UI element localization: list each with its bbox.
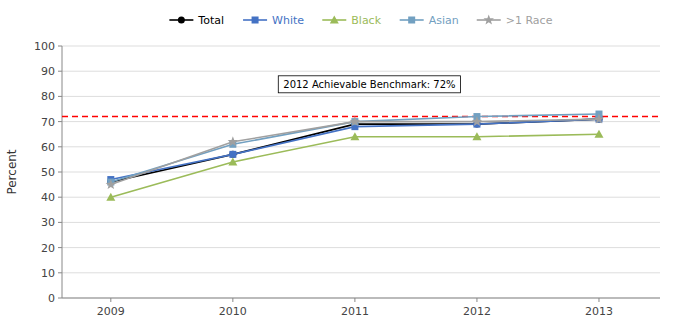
x-axis: 2009 2010 2011 2012 2013 <box>62 298 660 318</box>
legend-swatch-marker <box>178 17 185 24</box>
y-tick <box>58 298 62 299</box>
legend-swatch-marker <box>408 17 415 24</box>
series-marker <box>594 114 604 124</box>
series-marker <box>229 151 236 158</box>
series-line <box>111 119 599 182</box>
x-tick-label: 2013 <box>585 305 613 318</box>
grid-line <box>62 272 660 273</box>
y-tick <box>58 247 62 248</box>
legend-label: Asian <box>429 14 459 27</box>
series-marker <box>106 179 116 189</box>
y-tick <box>58 146 62 147</box>
y-tick-label: 60 <box>41 141 55 154</box>
legend-item: >1 Race <box>477 14 553 27</box>
legend-swatch-marker <box>252 17 259 24</box>
series <box>106 130 603 201</box>
series-marker <box>472 116 482 126</box>
grid-line <box>62 46 660 47</box>
series <box>107 116 602 183</box>
y-tick <box>58 172 62 173</box>
grid-line <box>62 197 660 198</box>
y-tick <box>58 197 62 198</box>
series <box>107 116 602 186</box>
y-tick-label: 80 <box>41 90 55 103</box>
annotation-text: 2012 Achievable Benchmark: 72% <box>283 79 455 90</box>
grid-line <box>62 96 660 97</box>
series-line <box>111 119 599 185</box>
series-marker <box>350 116 360 126</box>
legend-swatch-marker <box>483 15 493 25</box>
y-tick-label: 10 <box>41 267 55 280</box>
grid-line <box>62 298 660 299</box>
legend-item: White <box>243 14 304 27</box>
y-tick-label: 50 <box>41 166 55 179</box>
legend: Total White Black Asian >1 Race <box>169 14 552 27</box>
annotation-box <box>278 76 460 93</box>
series-marker <box>228 136 238 146</box>
y-tick <box>58 121 62 122</box>
grid-line <box>62 71 660 72</box>
series <box>107 111 602 186</box>
legend-label: >1 Race <box>506 14 553 27</box>
x-tick-label: 2012 <box>463 305 491 318</box>
series-marker <box>229 151 236 158</box>
plot-area <box>62 111 660 201</box>
y-tick <box>58 96 62 97</box>
grid-line <box>62 247 660 248</box>
y-tick-label: 100 <box>34 40 55 53</box>
series-line <box>111 134 599 197</box>
series-line <box>111 119 599 179</box>
legend-item: Total <box>169 14 224 27</box>
y-axis: 0 10 20 30 40 50 60 70 80 90 100 <box>34 40 660 305</box>
y-tick <box>58 71 62 72</box>
y-tick-label: 40 <box>41 191 55 204</box>
series-marker <box>106 193 115 201</box>
y-tick-label: 70 <box>41 116 55 129</box>
legend-item: Black <box>322 14 381 27</box>
y-tick-label: 0 <box>48 292 55 305</box>
y-tick <box>58 222 62 223</box>
x-tick <box>476 298 477 302</box>
y-tick-label: 20 <box>41 242 55 255</box>
x-tick-label: 2010 <box>219 305 247 318</box>
y-tick-label: 30 <box>41 216 55 229</box>
reference-line <box>62 116 660 117</box>
y-axis-label: Percent <box>5 149 19 194</box>
x-tick <box>598 298 599 302</box>
series-marker <box>594 130 603 138</box>
y-tick <box>58 46 62 47</box>
series-marker <box>228 157 237 165</box>
x-axis-line <box>62 298 660 299</box>
x-tick <box>354 298 355 302</box>
x-tick-label: 2011 <box>341 305 369 318</box>
x-tick <box>110 298 111 302</box>
legend-label: Total <box>197 14 224 27</box>
series-marker <box>350 132 359 140</box>
series-line <box>111 114 599 182</box>
series <box>106 114 605 189</box>
legend-label: White <box>272 14 304 27</box>
legend-item: Asian <box>400 14 459 27</box>
chart: 0102030405060708090100200920102011201220… <box>0 0 676 331</box>
series-marker <box>472 132 481 140</box>
x-tick-label: 2009 <box>97 305 125 318</box>
y-tick <box>58 272 62 273</box>
y-tick-label: 90 <box>41 65 55 78</box>
legend-label: Black <box>351 14 381 27</box>
grid-line <box>62 222 660 223</box>
annotation: 2012 Achievable Benchmark: 72% <box>278 76 460 93</box>
y-axis-line <box>62 46 63 298</box>
x-tick <box>232 298 233 302</box>
legend-swatch-marker <box>330 16 339 24</box>
grid-line <box>62 146 660 147</box>
